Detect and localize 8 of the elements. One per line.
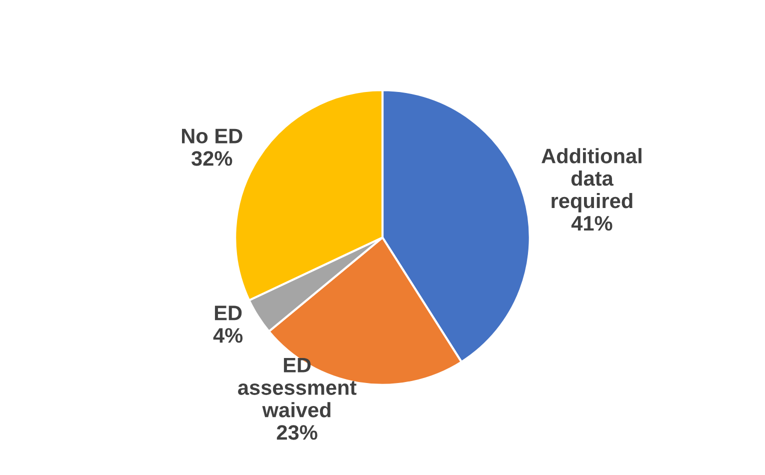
slice-label: Additional data required — [542, 148, 642, 212]
slice-label: No ED — [182, 128, 242, 144]
data-label: 23% — [276, 425, 318, 440]
slice-label: ED assessment waived — [238, 358, 356, 418]
data-label: 41% — [571, 216, 612, 231]
data-label: 32% — [191, 151, 232, 166]
slice-label: ED — [214, 306, 242, 320]
data-label: 4% — [213, 328, 243, 343]
